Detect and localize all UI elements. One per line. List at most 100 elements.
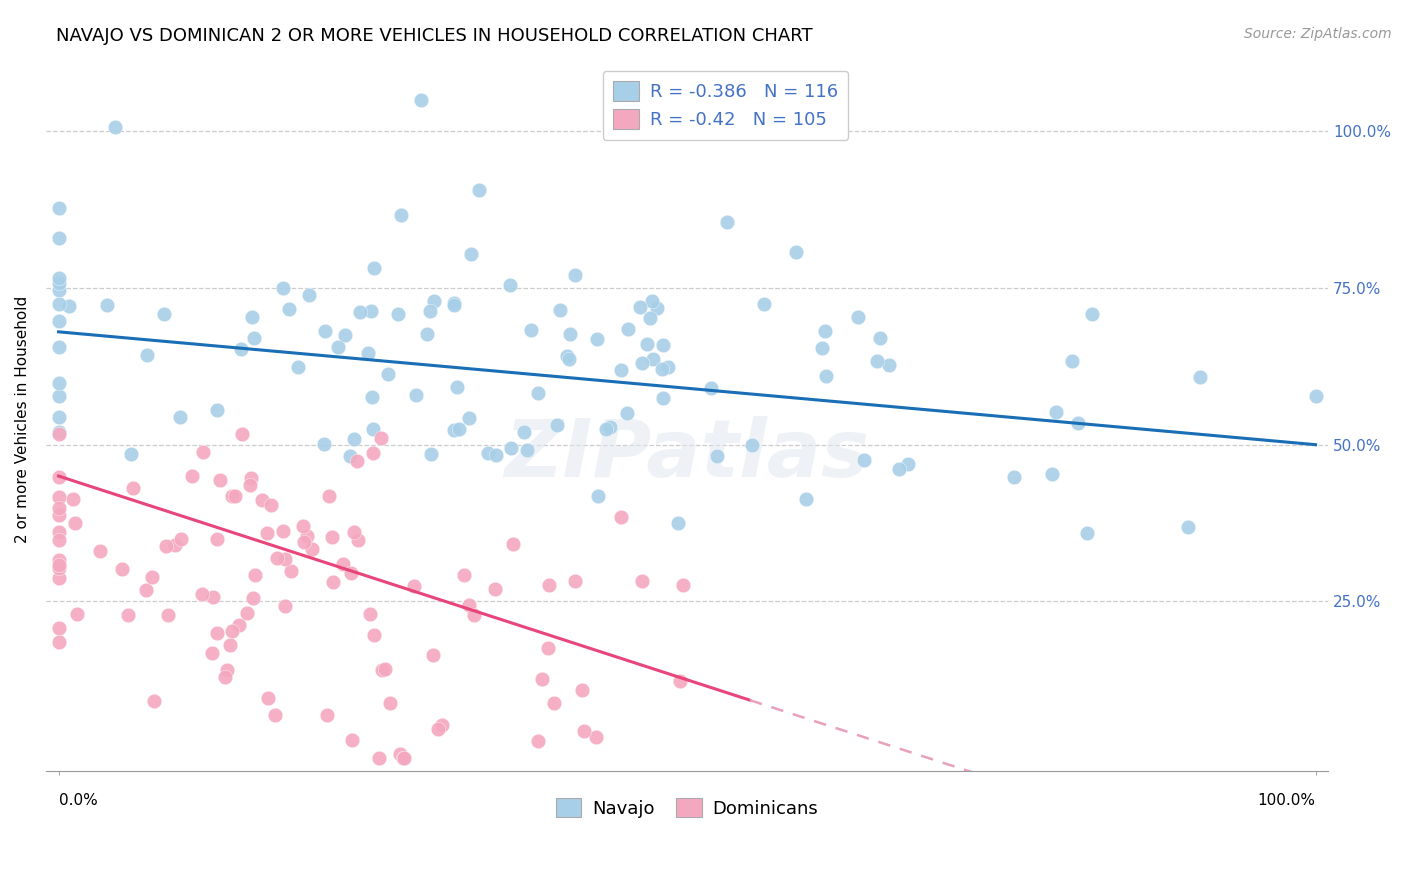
Dominicans bbox=[121, 481, 143, 495]
Dominicans bbox=[564, 574, 586, 589]
Dominicans bbox=[463, 608, 485, 623]
Dominicans bbox=[243, 567, 266, 582]
Dominicans bbox=[48, 561, 70, 575]
Navajo bbox=[460, 247, 482, 261]
Dominicans bbox=[266, 551, 288, 566]
Dominicans bbox=[342, 732, 364, 747]
Dominicans bbox=[432, 717, 454, 731]
Dominicans bbox=[301, 542, 323, 557]
Navajo bbox=[314, 324, 336, 338]
Dominicans bbox=[371, 664, 394, 678]
Navajo bbox=[814, 324, 837, 338]
Navajo bbox=[58, 299, 80, 313]
Dominicans bbox=[191, 444, 214, 458]
Navajo bbox=[897, 458, 920, 472]
Dominicans bbox=[346, 454, 368, 468]
Navajo bbox=[328, 340, 350, 354]
Navajo bbox=[866, 354, 889, 368]
Navajo bbox=[343, 432, 366, 446]
Navajo bbox=[48, 389, 70, 403]
Navajo bbox=[1002, 469, 1025, 483]
Navajo bbox=[652, 338, 675, 352]
Dominicans bbox=[531, 672, 554, 686]
Navajo bbox=[869, 331, 891, 345]
Navajo bbox=[641, 293, 664, 308]
Text: Source: ZipAtlas.com: Source: ZipAtlas.com bbox=[1244, 27, 1392, 41]
Navajo bbox=[586, 489, 609, 503]
Dominicans bbox=[157, 607, 180, 622]
Navajo bbox=[887, 462, 910, 476]
Navajo bbox=[314, 436, 336, 450]
Navajo bbox=[443, 295, 465, 310]
Navajo bbox=[48, 231, 70, 245]
Navajo bbox=[640, 310, 662, 325]
Dominicans bbox=[239, 471, 262, 485]
Navajo bbox=[617, 321, 640, 335]
Dominicans bbox=[205, 533, 228, 547]
Navajo bbox=[387, 307, 409, 321]
Navajo bbox=[1189, 370, 1212, 384]
Navajo bbox=[135, 347, 157, 361]
Navajo bbox=[548, 303, 571, 318]
Navajo bbox=[794, 491, 817, 506]
Navajo bbox=[499, 441, 522, 455]
Dominicans bbox=[631, 574, 654, 588]
Dominicans bbox=[291, 519, 314, 533]
Navajo bbox=[564, 268, 586, 282]
Navajo bbox=[599, 420, 621, 434]
Navajo bbox=[48, 271, 70, 285]
Navajo bbox=[363, 260, 385, 275]
Navajo bbox=[278, 301, 301, 316]
Navajo bbox=[1305, 389, 1327, 403]
Navajo bbox=[879, 358, 901, 372]
Dominicans bbox=[221, 624, 243, 639]
Dominicans bbox=[363, 628, 385, 642]
Navajo bbox=[1066, 417, 1088, 431]
Navajo bbox=[271, 280, 294, 294]
Dominicans bbox=[48, 621, 70, 635]
Dominicans bbox=[66, 607, 89, 621]
Navajo bbox=[48, 313, 70, 327]
Navajo bbox=[48, 276, 70, 290]
Navajo bbox=[377, 367, 399, 381]
Navajo bbox=[443, 298, 465, 312]
Navajo bbox=[853, 453, 876, 467]
Navajo bbox=[360, 303, 382, 318]
Dominicans bbox=[292, 535, 315, 549]
Navajo bbox=[298, 288, 321, 302]
Navajo bbox=[516, 442, 538, 457]
Navajo bbox=[668, 516, 690, 530]
Dominicans bbox=[257, 691, 280, 706]
Navajo bbox=[287, 359, 309, 374]
Dominicans bbox=[250, 492, 273, 507]
Dominicans bbox=[143, 694, 166, 708]
Navajo bbox=[631, 356, 654, 370]
Dominicans bbox=[202, 590, 225, 604]
Dominicans bbox=[163, 538, 186, 552]
Navajo bbox=[333, 328, 356, 343]
Navajo bbox=[361, 422, 384, 436]
Navajo bbox=[422, 294, 444, 309]
Navajo bbox=[416, 327, 439, 342]
Navajo bbox=[585, 332, 607, 346]
Navajo bbox=[409, 93, 432, 107]
Navajo bbox=[484, 449, 506, 463]
Dominicans bbox=[458, 598, 481, 612]
Dominicans bbox=[295, 529, 318, 543]
Dominicans bbox=[484, 582, 506, 596]
Dominicans bbox=[62, 491, 84, 506]
Navajo bbox=[243, 331, 266, 345]
Navajo bbox=[610, 362, 633, 376]
Dominicans bbox=[256, 525, 278, 540]
Dominicans bbox=[271, 524, 294, 539]
Dominicans bbox=[215, 663, 238, 677]
Dominicans bbox=[370, 432, 392, 446]
Navajo bbox=[468, 183, 491, 197]
Dominicans bbox=[280, 565, 302, 579]
Navajo bbox=[527, 386, 550, 401]
Dominicans bbox=[537, 641, 560, 656]
Navajo bbox=[1062, 354, 1084, 368]
Navajo bbox=[104, 120, 127, 135]
Navajo bbox=[419, 303, 441, 318]
Navajo bbox=[848, 310, 870, 324]
